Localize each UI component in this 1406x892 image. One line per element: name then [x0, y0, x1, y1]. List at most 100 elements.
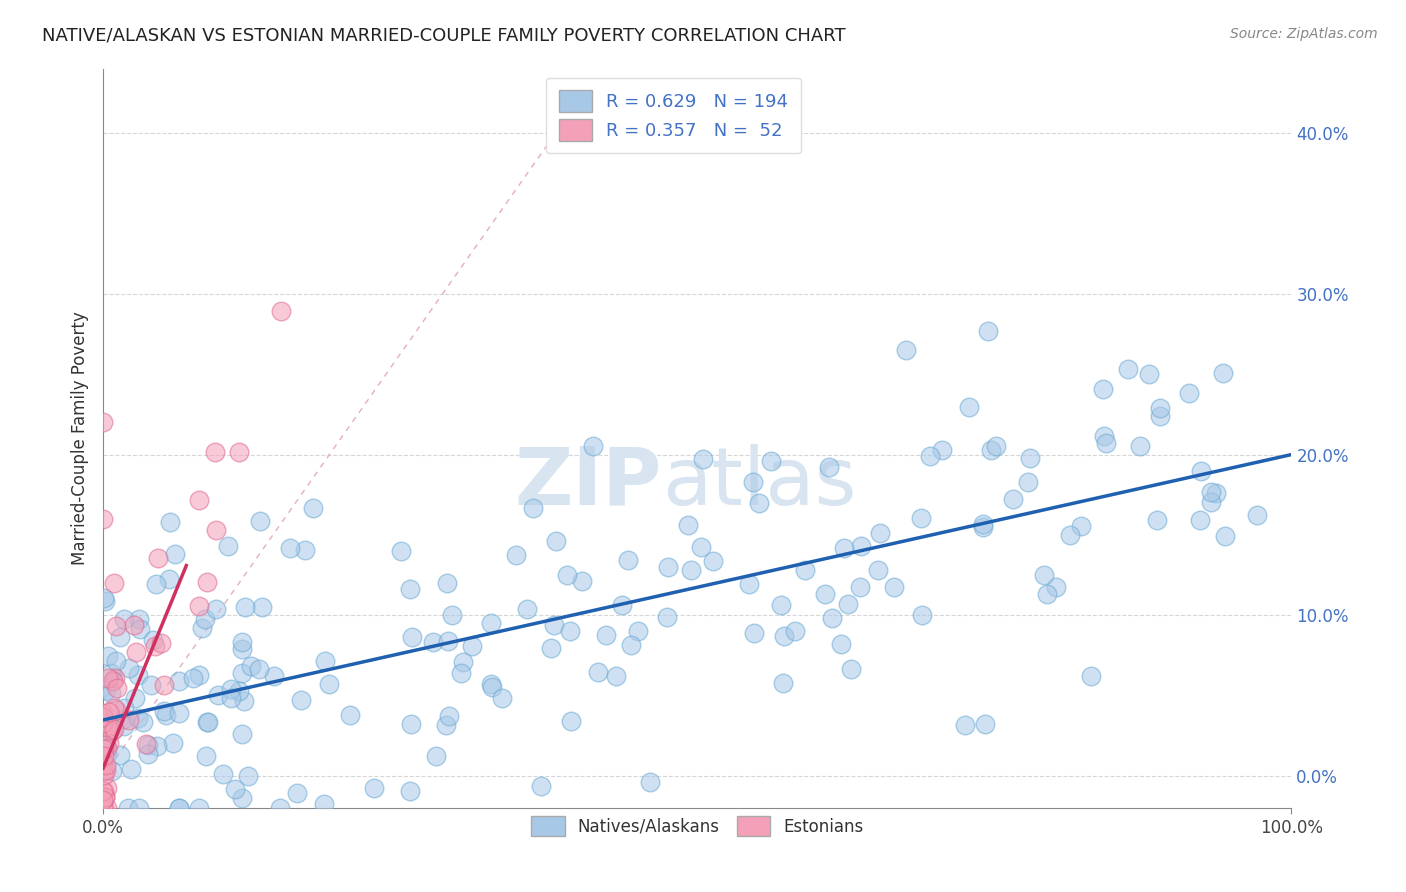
Point — [136, 747, 159, 761]
Point — [96, 747, 118, 761]
Point — [586, 665, 609, 679]
Point — [141, 678, 163, 692]
Point — [1095, 436, 1118, 450]
Point — [103, 722, 125, 736]
Point — [233, 599, 256, 614]
Point — [689, 541, 711, 555]
Point — [595, 628, 617, 642]
Point — [240, 659, 263, 673]
Point — [93, 591, 115, 605]
Point — [187, 599, 209, 613]
Point — [100, 686, 122, 700]
Point — [582, 439, 605, 453]
Point — [301, 500, 323, 515]
Point — [294, 543, 316, 558]
Point — [104, 619, 127, 633]
Point — [1212, 366, 1234, 380]
Legend: Natives/Alaskans, Estonians: Natives/Alaskans, Estonians — [523, 807, 872, 845]
Point — [148, 551, 170, 566]
Point — [543, 618, 565, 632]
Point — [167, 706, 190, 720]
Point — [918, 450, 941, 464]
Point — [101, 723, 124, 738]
Point — [94, 683, 117, 698]
Point — [93, 594, 115, 608]
Point — [1149, 401, 1171, 416]
Point — [93, 710, 115, 724]
Point — [702, 554, 724, 568]
Point — [97, 736, 120, 750]
Point — [558, 624, 581, 639]
Point — [105, 703, 128, 717]
Point — [270, 304, 292, 318]
Point — [91, 706, 114, 720]
Point — [231, 635, 253, 649]
Point — [269, 801, 291, 815]
Point — [560, 714, 582, 728]
Point — [94, 738, 117, 752]
Point — [112, 701, 135, 715]
Point — [738, 577, 761, 591]
Point — [742, 475, 765, 489]
Point — [657, 560, 679, 574]
Point — [773, 629, 796, 643]
Point — [122, 618, 145, 632]
Point — [118, 661, 141, 675]
Point — [232, 694, 254, 708]
Point — [834, 541, 856, 555]
Point — [93, 767, 115, 781]
Point — [544, 533, 567, 548]
Point — [837, 597, 859, 611]
Point — [1019, 450, 1042, 465]
Point — [972, 520, 994, 534]
Point — [692, 451, 714, 466]
Point — [96, 801, 118, 815]
Point — [94, 739, 117, 754]
Point — [290, 693, 312, 707]
Point — [187, 493, 209, 508]
Point — [197, 715, 219, 730]
Point — [97, 671, 120, 685]
Point — [540, 641, 562, 656]
Point — [169, 673, 191, 688]
Text: NATIVE/ALASKAN VS ESTONIAN MARRIED-COUPLE FAMILY POVERTY CORRELATION CHART: NATIVE/ALASKAN VS ESTONIAN MARRIED-COUPL… — [42, 27, 846, 45]
Point — [1149, 409, 1171, 423]
Point — [450, 666, 472, 681]
Point — [207, 688, 229, 702]
Point — [136, 738, 159, 752]
Point — [314, 797, 336, 812]
Point — [676, 518, 699, 533]
Point — [1032, 568, 1054, 582]
Point — [228, 445, 250, 459]
Point — [249, 514, 271, 528]
Point — [128, 612, 150, 626]
Point — [205, 523, 228, 537]
Point — [91, 416, 114, 430]
Point — [440, 607, 463, 622]
Point — [461, 639, 484, 653]
Point — [530, 779, 553, 793]
Point — [96, 740, 118, 755]
Point — [110, 747, 132, 762]
Point — [980, 443, 1002, 458]
Point — [910, 511, 932, 525]
Point — [868, 563, 890, 577]
Point — [250, 599, 273, 614]
Point — [1091, 383, 1114, 397]
Point — [830, 637, 852, 651]
Point — [425, 748, 447, 763]
Point — [1177, 385, 1199, 400]
Point — [911, 608, 934, 623]
Point — [93, 749, 115, 764]
Point — [1036, 587, 1059, 601]
Point — [101, 764, 124, 779]
Point — [505, 548, 527, 562]
Point — [153, 678, 176, 692]
Point — [195, 749, 218, 764]
Point — [314, 654, 336, 668]
Point — [247, 662, 270, 676]
Point — [128, 801, 150, 815]
Point — [770, 599, 793, 613]
Point — [105, 681, 128, 695]
Point — [451, 655, 474, 669]
